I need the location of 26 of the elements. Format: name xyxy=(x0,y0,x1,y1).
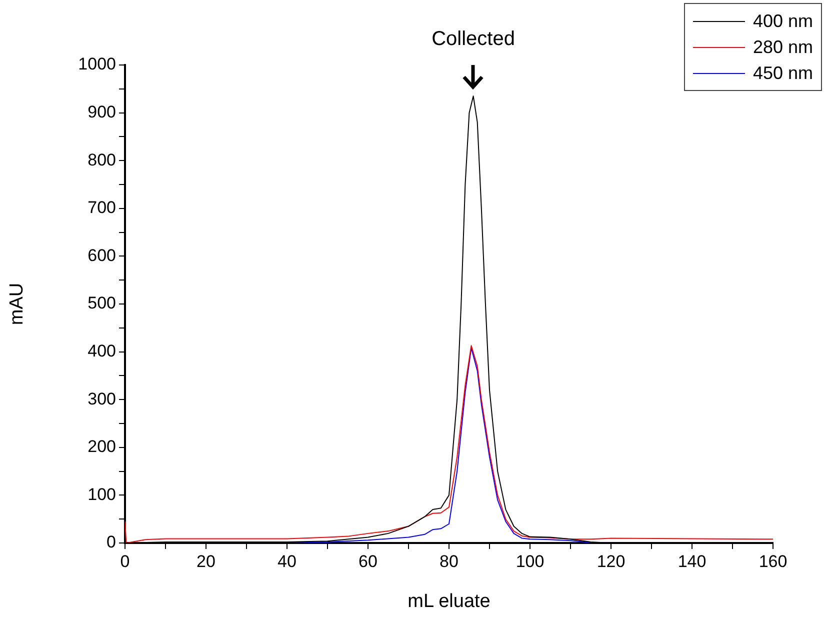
y-tick-label: 900 xyxy=(88,102,116,122)
y-tick-label: 300 xyxy=(88,389,116,408)
y-tick-label: 500 xyxy=(88,294,116,313)
x-axis-title: mL eluate xyxy=(408,590,490,612)
x-tick-label: 20 xyxy=(196,552,216,571)
x-tick-label: 40 xyxy=(278,552,296,571)
x-tick-label: 140 xyxy=(678,552,706,571)
legend-label: 280 nm xyxy=(752,36,813,58)
x-tick-label: 120 xyxy=(596,552,626,571)
y-tick-label: 0 xyxy=(106,532,116,552)
legend-label: 400 nm xyxy=(752,10,813,32)
y-tick-label: 700 xyxy=(88,198,116,218)
x-tick-label: 160 xyxy=(758,552,788,571)
x-tick-label: 100 xyxy=(516,552,544,571)
annotation: Collected xyxy=(432,28,515,52)
y-axis-title: mAU xyxy=(6,282,28,326)
y-tick-label: 200 xyxy=(88,437,116,456)
y-tick-label: 400 xyxy=(88,341,116,360)
y-tick-label: 100 xyxy=(88,484,116,504)
x-tick-label: 80 xyxy=(440,552,458,571)
legend-label: 450 nm xyxy=(752,62,813,84)
x-tick-label: 60 xyxy=(358,552,378,571)
y-tick-label: 800 xyxy=(88,150,116,170)
y-tick-label: 600 xyxy=(88,246,116,265)
y-tick-label: 1000 xyxy=(78,54,116,74)
x-tick-label: 0 xyxy=(120,552,130,571)
